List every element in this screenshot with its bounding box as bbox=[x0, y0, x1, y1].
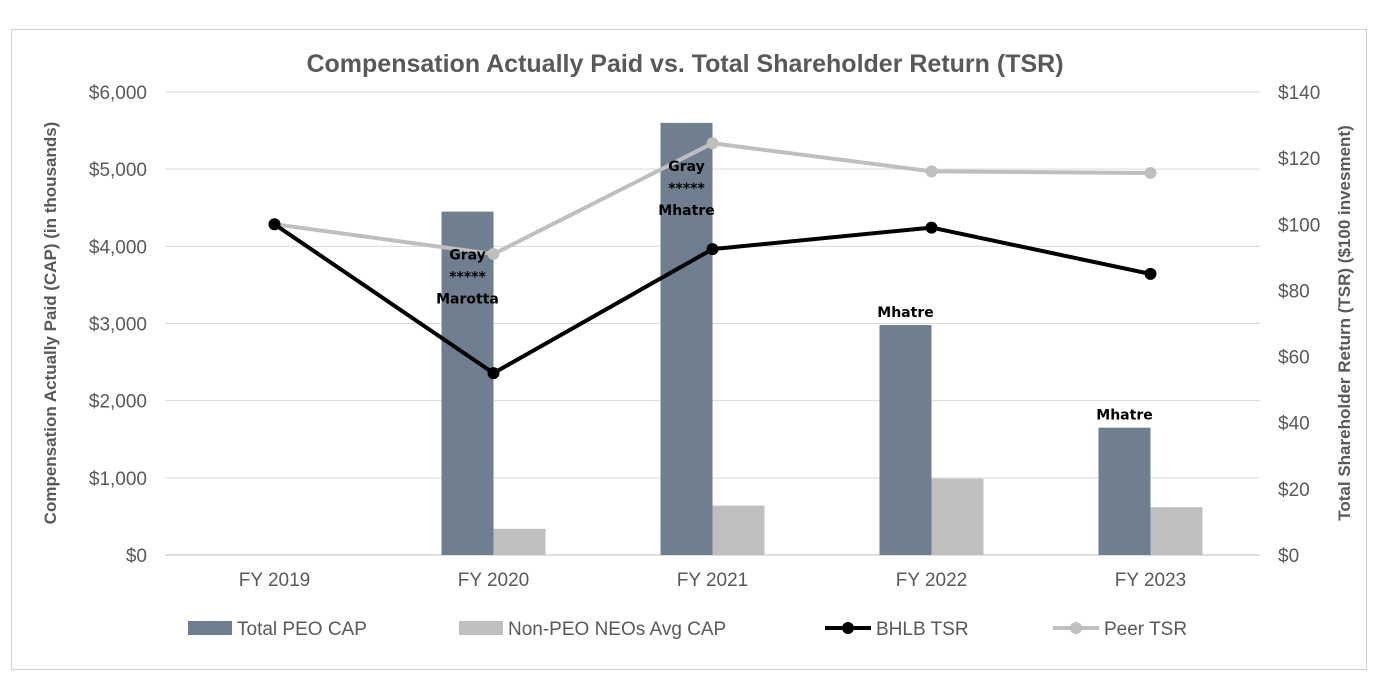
peo-annotations: Gray ***** Marotta Gray ***** Mhatre Mhatre Mha… bbox=[436, 159, 1153, 424]
right-tick-label: $20 bbox=[1278, 480, 1310, 501]
right-tick-label: $60 bbox=[1278, 348, 1310, 369]
category-label: FY 2021 bbox=[677, 570, 748, 591]
legend-bhlb-tsr-marker bbox=[842, 622, 854, 634]
right-tick-label: $100 bbox=[1278, 215, 1320, 236]
category-label: FY 2023 bbox=[1115, 570, 1186, 591]
peo-cap-bar bbox=[441, 211, 494, 555]
legend-non-peo-cap-label: Non-PEO NEOs Avg CAP bbox=[508, 619, 726, 640]
bhlb-tsr-point bbox=[268, 218, 281, 231]
category-label: FY 2019 bbox=[239, 570, 310, 591]
left-tick-label: $0 bbox=[126, 546, 147, 567]
left-tick-label: $6,000 bbox=[89, 83, 147, 104]
peo-cap-bar bbox=[879, 325, 932, 555]
peo-name-annotation: Mhatre bbox=[1096, 408, 1152, 424]
chart-frame bbox=[11, 29, 1367, 670]
bhlb-tsr-point bbox=[925, 221, 938, 234]
right-tick-label: $140 bbox=[1278, 83, 1320, 104]
peo-name-annotation: Gray bbox=[449, 248, 486, 264]
peer-tsr-point bbox=[925, 165, 938, 178]
legend-total-peo-cap-swatch bbox=[188, 621, 232, 635]
peer-tsr-point bbox=[706, 137, 719, 150]
neo-cap-bar bbox=[931, 478, 984, 555]
category-label: FY 2022 bbox=[896, 570, 967, 591]
legend-bhlb-tsr-label: BHLB TSR bbox=[876, 619, 969, 640]
peo-cap-bar bbox=[1098, 427, 1151, 555]
legend-total-peo-cap-label: Total PEO CAP bbox=[237, 619, 367, 640]
neo-cap-bar bbox=[493, 528, 546, 555]
left-tick-label: $3,000 bbox=[89, 315, 147, 336]
bhlb-tsr-point bbox=[706, 243, 719, 256]
category-label: FY 2020 bbox=[458, 570, 529, 591]
right-tick-label: $80 bbox=[1278, 281, 1310, 302]
legend: Total PEO CAP Non-PEO NEOs Avg CAP BHLB TS… bbox=[188, 619, 1187, 640]
right-tick-label: $120 bbox=[1278, 149, 1320, 170]
left-axis-title: Compensation Actually Paid (CAP) (in tho… bbox=[41, 122, 60, 525]
right-tick-label: $40 bbox=[1278, 414, 1310, 435]
legend-peer-tsr-marker bbox=[1070, 622, 1082, 634]
peo-name-annotation: Mhatre bbox=[658, 203, 714, 219]
peo-name-annotation: Marotta bbox=[436, 292, 499, 308]
axis-ticks: $0 $1,000 $2,000 $3,000 $4,000 $5,000 $6,000 $0… bbox=[89, 83, 1320, 591]
neo-cap-bar bbox=[712, 505, 765, 555]
legend-peer-tsr-label: Peer TSR bbox=[1104, 619, 1187, 640]
bars bbox=[441, 122, 1203, 555]
right-axis-title: Total Shareholder Return (TSR) ($100 inv… bbox=[1335, 125, 1354, 520]
peo-cap-bar bbox=[660, 122, 713, 555]
left-tick-label: $1,000 bbox=[89, 469, 147, 490]
bhlb-tsr-point bbox=[487, 367, 500, 380]
tsr-lines bbox=[268, 137, 1157, 380]
chart-title: Compensation Actually Paid vs. Total Sha… bbox=[306, 50, 1063, 78]
peo-name-annotation: ***** bbox=[668, 181, 705, 197]
bhlb-tsr-point bbox=[1144, 267, 1157, 280]
left-tick-label: $4,000 bbox=[89, 237, 147, 258]
gridlines bbox=[165, 91, 1260, 556]
legend-non-peo-cap-swatch bbox=[459, 621, 503, 635]
neo-cap-bar bbox=[1150, 507, 1203, 555]
left-tick-label: $2,000 bbox=[89, 392, 147, 413]
peo-name-annotation: Mhatre bbox=[877, 305, 933, 321]
left-tick-label: $5,000 bbox=[89, 160, 147, 181]
right-tick-label: $0 bbox=[1278, 546, 1299, 567]
peer-tsr-point bbox=[487, 248, 500, 261]
peer-tsr-point bbox=[1144, 167, 1157, 180]
peo-name-annotation: ***** bbox=[449, 270, 486, 286]
peo-name-annotation: Gray bbox=[668, 159, 705, 175]
